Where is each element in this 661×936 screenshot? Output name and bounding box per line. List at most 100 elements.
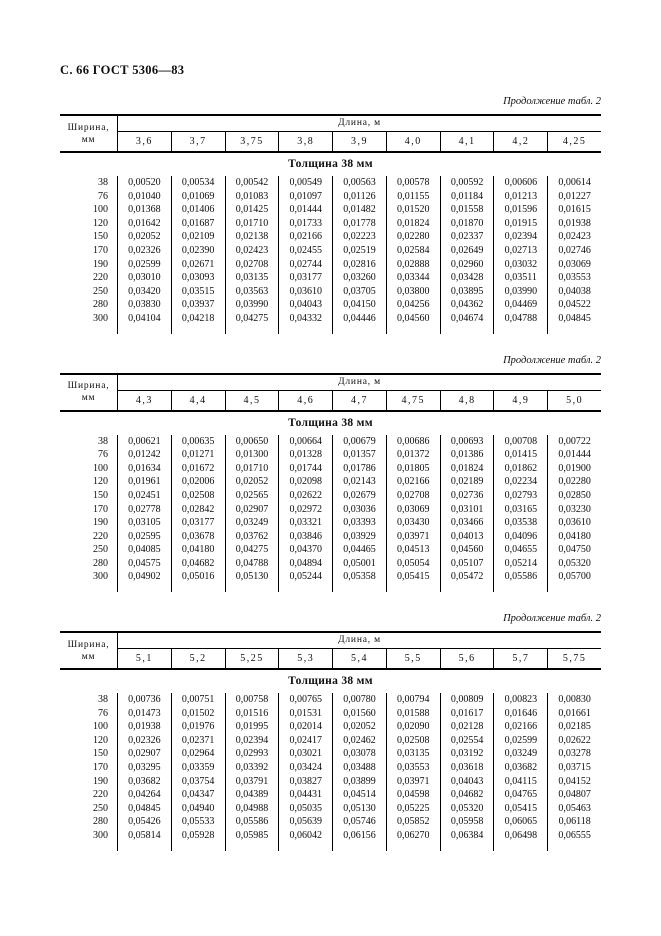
width-header-line1: Ширина, xyxy=(67,639,110,650)
row-width-label: 220 xyxy=(60,529,118,544)
table-cell: 0,01642 xyxy=(118,216,172,231)
table-cell: 0,03420 xyxy=(118,284,172,299)
length-column-header: 4,7 xyxy=(333,390,387,410)
table-cell: 0,03618 xyxy=(441,761,495,775)
table-cell: 0,04514 xyxy=(333,788,387,802)
table-cell: 0,04043 xyxy=(279,298,334,312)
table-cell: 0,01516 xyxy=(226,706,280,721)
table-cell: 0,02746 xyxy=(558,244,591,256)
table-row: 170 0,03295 0,03359 0,03392 0,03424 0,03488 0,… xyxy=(60,761,601,775)
table-cell: 0,04043 xyxy=(441,774,495,789)
table-cell: 0,03230 xyxy=(558,503,591,515)
table-row: 190 0,03105 0,03177 0,03249 0,03321 0,03393 0,… xyxy=(60,516,601,530)
table-cell-empty xyxy=(494,325,549,334)
length-column-header: 4,25 xyxy=(562,136,587,147)
table-cell: 0,01473 xyxy=(118,706,172,721)
width-header-line1: Ширина, xyxy=(67,381,110,392)
table-cell: 0,01368 xyxy=(118,203,172,217)
table-cell: 0,03705 xyxy=(333,284,387,299)
table-cell: 0,02960 xyxy=(441,257,495,272)
table-cell: 0,04560 xyxy=(387,311,441,326)
table-cell: 0,05852 xyxy=(387,815,441,829)
table-cell: 0,02744 xyxy=(279,257,334,272)
table-cell: 0,01687 xyxy=(172,216,226,231)
table-cell: 0,00606 xyxy=(494,176,549,190)
table-block: Продолжение табл. 2 Ширина, мм Длина, м … xyxy=(60,96,601,334)
table-cell: 0,01328 xyxy=(279,448,334,462)
table-cell: 0,03177 xyxy=(172,516,226,530)
table-cell: 0,02423 xyxy=(558,231,591,243)
table-cell: 0,04431 xyxy=(279,788,334,802)
table-row: 220 0,03010 0,03093 0,03135 0,03177 0,03260 0,… xyxy=(60,271,601,285)
table-cell: 0,02326 xyxy=(118,733,172,748)
table-cell-empty xyxy=(387,325,441,334)
table-cell: 0,01386 xyxy=(441,448,495,462)
table-cell: 0,02166 xyxy=(387,475,441,489)
table-cell: 0,00520 xyxy=(118,176,172,190)
table-row: 190 0,03682 0,03754 0,03791 0,03827 0,03899 0,… xyxy=(60,774,601,789)
row-width-label: 120 xyxy=(60,216,118,231)
table-cell: 0,04275 xyxy=(226,311,280,326)
table-continuation-label: Продолжение табл. 2 xyxy=(503,613,601,625)
table-cell: 0,03135 xyxy=(226,271,280,285)
thickness-section-title: Толщина 38 мм xyxy=(288,416,373,429)
table-cell: 0,01733 xyxy=(279,216,334,231)
table-cell: 0,03990 xyxy=(494,284,549,299)
table-cell: 0,04575 xyxy=(118,556,172,571)
width-header-line1: Ширина, xyxy=(67,122,110,133)
table-cell: 0,02138 xyxy=(226,230,280,244)
table-cell: 0,05001 xyxy=(333,556,387,571)
table-cell: 0,06498 xyxy=(494,829,549,843)
table-cell: 0,01069 xyxy=(172,189,226,204)
row-width-label: 100 xyxy=(60,203,118,217)
table-cell-empty xyxy=(118,584,172,593)
table-cell: 0,04513 xyxy=(387,543,441,557)
table-cell: 0,02371 xyxy=(172,733,226,748)
length-column-header: 4,9 xyxy=(494,390,549,410)
table-cell: 0,00708 xyxy=(494,434,549,449)
table-cell: 0,03192 xyxy=(441,747,495,762)
data-grid: 38 0,00621 0,00635 0,00650 0,00664 0,00679 0,0… xyxy=(60,434,601,593)
table-cell: 0,05225 xyxy=(387,801,441,816)
table-cell: 0,02417 xyxy=(279,733,334,748)
table-continuation-label: Продолжение табл. 2 xyxy=(503,354,601,366)
table-cell: 0,03538 xyxy=(494,516,549,530)
table-cell: 0,01415 xyxy=(494,448,549,462)
table-cell: 0,03278 xyxy=(558,748,591,760)
table-cell: 0,03678 xyxy=(172,529,226,544)
row-width-label-empty xyxy=(60,584,118,593)
table-cell: 0,04465 xyxy=(333,543,387,557)
table-cell: 0,00693 xyxy=(441,434,495,449)
table-cell: 0,04085 xyxy=(118,543,172,557)
table-cell: 0,06555 xyxy=(558,830,591,841)
table-cell: 0,03563 xyxy=(226,284,280,299)
table-cell: 0,02964 xyxy=(172,747,226,762)
table-cell: 0,03762 xyxy=(226,529,280,544)
table-block: Продолжение табл. 2 Ширина, мм Длина, м … xyxy=(60,355,601,593)
table-cell: 0,00780 xyxy=(333,693,387,707)
table-cell: 0,00751 xyxy=(172,693,226,707)
table-cell-empty xyxy=(226,325,280,334)
column-header-row: 5,1 5,2 5,25 5,3 5,4 5,5 5,6 5,7 5,75 xyxy=(118,649,601,669)
table-cell: 0,00549 xyxy=(279,176,334,190)
table-row: 76 0,01040 0,01069 0,01083 0,01097 0,01126 0,0… xyxy=(60,189,601,204)
table-cell: 0,02090 xyxy=(387,720,441,734)
table-cell: 0,02622 xyxy=(279,488,334,503)
data-grid: 38 0,00520 0,00534 0,00542 0,00549 0,00563 0,0… xyxy=(60,176,601,334)
table-cell: 0,02189 xyxy=(441,475,495,489)
table-cell-empty xyxy=(548,584,601,592)
table-cell: 0,04347 xyxy=(172,788,226,802)
table-cell: 0,04845 xyxy=(118,801,172,816)
table-cell: 0,00809 xyxy=(441,693,495,707)
table-row: 250 0,04085 0,04180 0,04275 0,04370 0,04465 0,… xyxy=(60,543,601,557)
table-cell: 0,02234 xyxy=(494,475,549,489)
table-cell: 0,02679 xyxy=(333,488,387,503)
length-column-header: 5,25 xyxy=(226,649,280,669)
table-cell: 0,01271 xyxy=(172,448,226,462)
table-cell: 0,04750 xyxy=(558,544,591,556)
table-row-tail xyxy=(60,325,601,334)
row-width-label: 76 xyxy=(60,706,118,721)
table-cell: 0,01805 xyxy=(387,461,441,476)
table-cell: 0,04682 xyxy=(172,556,226,571)
table-cell: 0,00650 xyxy=(226,434,280,449)
